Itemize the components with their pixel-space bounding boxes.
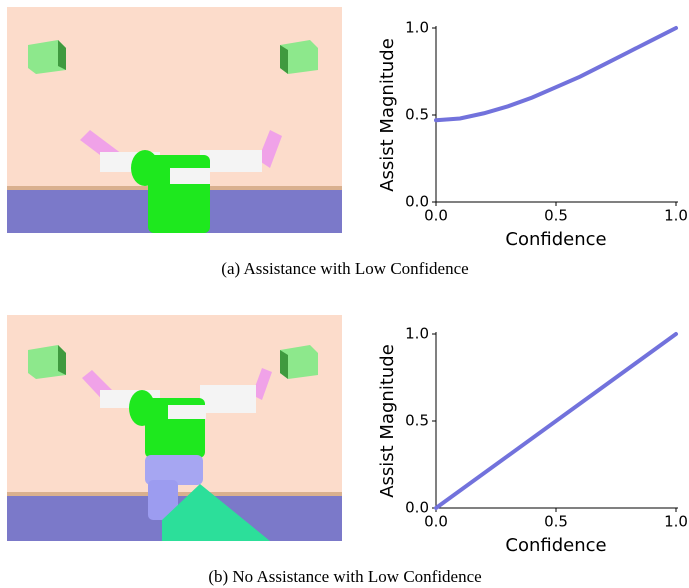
x-axis-label: Confidence	[505, 229, 606, 250]
y-axis-label: Assist Magnitude	[377, 344, 398, 498]
y-tick-label: 0.0	[405, 499, 429, 517]
x-tick-label: 0.5	[544, 513, 568, 531]
x-tick-label: 0.5	[544, 207, 568, 225]
x-tick-label: 0.0	[424, 207, 448, 225]
x-tick-label: 0.0	[424, 513, 448, 531]
y-axis-label: Assist Magnitude	[377, 38, 398, 192]
y-tick-label: 0.5	[405, 106, 429, 124]
scene-image-b	[7, 315, 342, 541]
data-line	[434, 332, 678, 510]
y-tick-label: 0.5	[405, 412, 429, 430]
scene-image-a	[7, 7, 342, 233]
x-tick-label: 1.0	[664, 207, 688, 225]
caption: (b) No Assistance with Low Confidence	[208, 567, 481, 586]
x-tick-label: 1.0	[664, 513, 688, 531]
y-tick-label: 0.0	[405, 193, 429, 211]
caption: (a) Assistance with Low Confidence	[221, 259, 468, 278]
y-tick-label: 1.0	[405, 19, 429, 37]
x-axis-label: Confidence	[505, 535, 606, 556]
data-line	[434, 26, 678, 123]
y-tick-label: 1.0	[405, 325, 429, 343]
